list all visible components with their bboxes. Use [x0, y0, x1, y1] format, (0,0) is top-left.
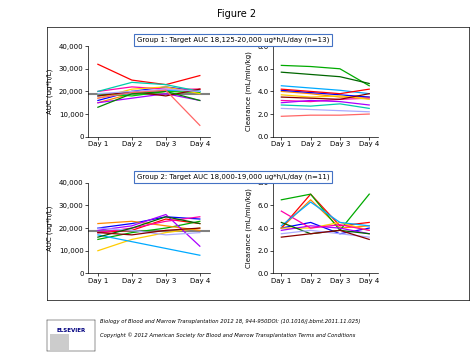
Text: Biology of Blood and Marrow Transplantation 2012 18, 944-950DOI: (10.1016/j.bbmt: Biology of Blood and Marrow Transplantat… — [100, 320, 360, 324]
Text: ELSEVIER: ELSEVIER — [56, 328, 86, 333]
Y-axis label: Clearance (mL/min/kg): Clearance (mL/min/kg) — [245, 188, 252, 268]
Y-axis label: Clearance (mL/min/kg): Clearance (mL/min/kg) — [245, 51, 252, 131]
Text: Figure 2: Figure 2 — [218, 9, 256, 19]
Bar — [50, 334, 69, 350]
Y-axis label: AUC (ug*h/L): AUC (ug*h/L) — [47, 69, 53, 114]
Text: Group 2: Target AUC 18,000-19,000 ug*h/L/day (n=11): Group 2: Target AUC 18,000-19,000 ug*h/L… — [137, 174, 329, 180]
Y-axis label: AUC (ug*h/L): AUC (ug*h/L) — [47, 206, 53, 251]
Text: Group 1: Target AUC 18,125-20,000 ug*h/L/day (n=13): Group 1: Target AUC 18,125-20,000 ug*h/L… — [137, 37, 329, 43]
Text: Copyright © 2012 American Society for Blood and Marrow Transplantation Terms and: Copyright © 2012 American Society for Bl… — [100, 332, 355, 338]
